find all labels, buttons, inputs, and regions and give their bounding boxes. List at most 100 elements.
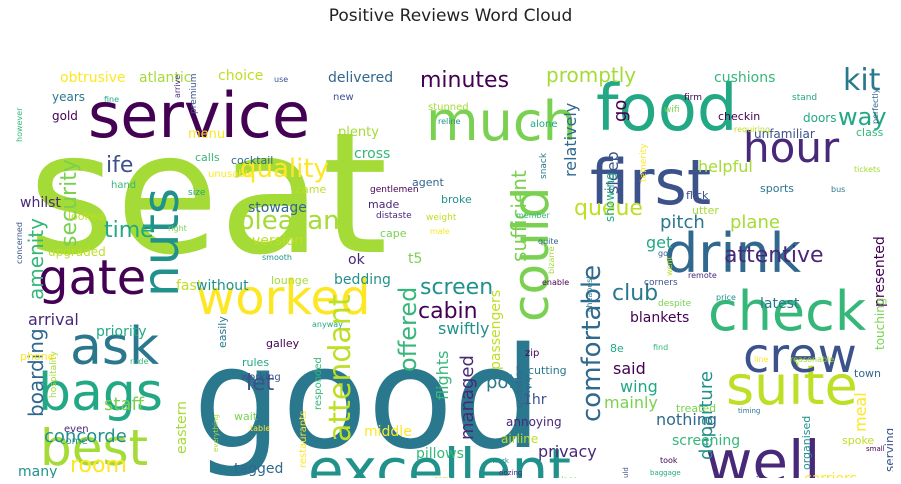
word-phone: phone [20,350,55,363]
word-galley: galley [266,337,300,350]
word-relatively: relatively [561,103,580,177]
word-new: new [333,92,354,103]
word-size: size [188,188,206,198]
word-menu: menu [188,127,225,142]
word-concorde: concorde [44,426,127,447]
word-comfortable: comfortable [577,265,607,422]
word-first: first [590,146,711,219]
word-promptly: promptly [546,63,636,87]
word-flights: flights [433,351,452,400]
word-even: even [64,424,89,435]
word-point: point [486,372,532,393]
word-quite: quite [538,237,559,246]
word-got: got [658,249,671,258]
word-anyway: anyway [312,320,343,329]
word-cape: cape [380,227,407,240]
word-bizarre: bizarre [547,246,556,274]
word-nothing: nothing [656,410,717,429]
word-pleasant: pleasant [238,206,350,236]
word-without: without [196,278,249,294]
word-restaurants: restaurants [298,411,309,468]
word-screen: screen [420,275,493,300]
word-best: best [40,419,148,477]
word-version: version [252,233,303,249]
word-hospitality: hospitality [49,350,59,398]
word-8e: 8e [610,342,624,355]
word-wing: wing [620,377,658,396]
word-right: right [168,224,187,233]
word-unfamiliar: unfamiliar [754,127,815,141]
word-find: find [653,343,668,352]
word-arrival: arrival [28,310,79,329]
word-smooth: smooth [262,253,292,262]
word-ask: ask [70,317,159,377]
word-agent: agent [412,176,444,189]
word-cushions: cushions [714,70,775,86]
word-ife: ife [106,153,133,178]
word-privacy: privacy [538,442,597,461]
word-timing: timing [738,407,760,415]
word-rude: rude [130,357,148,366]
word-ok: ok [348,252,366,268]
word-many: many [18,464,57,478]
word-took: took [660,456,678,465]
word-plane: plane [730,212,780,233]
word-serving: serving [883,428,893,472]
word-cocktail: cocktail [231,154,273,167]
word-cross: cross [354,146,390,162]
word-snack: snack [539,152,549,179]
word-screening: screening [672,433,740,449]
word-male: male [430,227,450,236]
word-kit: kit [843,63,881,98]
word-place: place [556,475,578,478]
word-wifi: wifi [664,105,680,115]
word-attentive: attentive [724,243,824,268]
word-town: town [854,367,881,380]
word-everything: everything [212,414,220,452]
word-hand: hand [111,180,136,191]
word-enable: enable [542,278,569,287]
word-reasonable: reasonable [790,355,834,364]
word-crew: crew [743,328,857,384]
word-departure: departure [696,371,717,460]
word-seat: seat [28,96,388,292]
word-premium: premium [189,74,199,115]
word-tickets: tickets [854,165,880,174]
word-amenity: amenity [24,218,48,300]
word-would: would [622,467,630,478]
word-stunned: stunned [428,102,469,113]
word-touching: touching [873,298,887,350]
word-sleep: sleep [603,151,622,194]
word-wait: wait [234,410,258,423]
word-food: food [596,72,737,146]
word-distaste: distaste [376,211,412,221]
word-small: small [866,445,885,453]
word-overall: overall [524,374,532,398]
word-question: question [514,365,525,408]
word-atlantic: atlantic [139,70,192,86]
word-flick: flick [686,189,709,202]
word-airline: airline [501,432,538,446]
word-sports: sports [760,182,794,195]
word-whilst: whilst [20,195,61,211]
word-working: working [241,372,281,383]
word-blankets: blankets [630,310,689,326]
word-baggage: baggage [650,469,681,477]
word-middle: middle [364,424,412,440]
word-bags: bags [38,363,163,423]
word-swiftly: swiftly [438,319,489,338]
word-allow: allow [20,477,41,478]
word-annoying: annoying [506,415,562,429]
word-said: said [613,359,646,378]
word-business: business [736,474,784,478]
word-obtrusive: obtrusive [60,70,126,86]
word-showing: showing [603,172,617,222]
word-good: good [193,318,542,478]
word-went: went [665,256,674,276]
word-minutes: minutes [420,68,509,93]
word-carriers: carriers [804,471,857,478]
word-zip: zip [525,348,539,359]
word-line: line [754,355,769,364]
word-well: well [705,428,820,478]
